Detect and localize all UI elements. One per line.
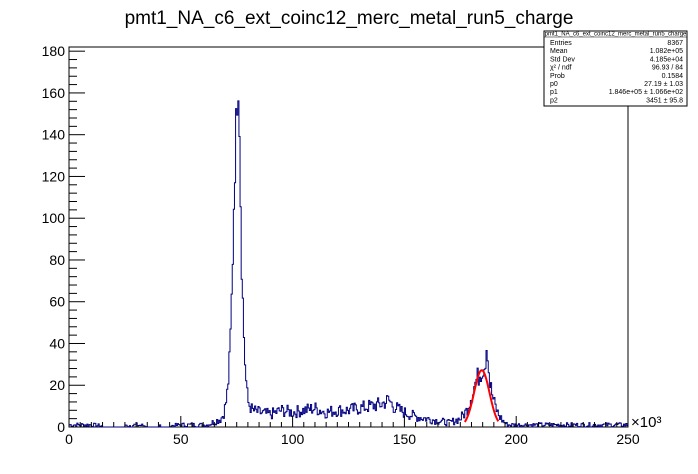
x-tick-label: 100 bbox=[281, 431, 305, 447]
y-tick-label: 160 bbox=[42, 85, 66, 101]
stats-row-value: 3451 ± 95.8 bbox=[646, 97, 683, 104]
y-tick-label: 40 bbox=[49, 335, 65, 351]
stats-row-label: Mean bbox=[550, 48, 568, 55]
stats-box-title: pmt1_NA_c6_ext_coinc12_merc_metal_run5_c… bbox=[545, 32, 687, 38]
stats-row-value: 0.1584 bbox=[662, 73, 684, 80]
axes: 0 50 100 150 200 250 0 20 40 60 80 100 120 140 160 180 bbox=[42, 43, 640, 447]
histogram-series bbox=[68, 100, 629, 428]
stats-row-value: 27.19 ± 1.03 bbox=[644, 81, 683, 88]
gaussian-fit-curve bbox=[463, 369, 500, 423]
stats-row-value: 96.93 / 84 bbox=[652, 65, 683, 72]
x-tick-label: 250 bbox=[616, 431, 640, 447]
y-tick-label: 140 bbox=[42, 127, 66, 143]
y-tick-label: 60 bbox=[49, 294, 65, 310]
y-tick-label: 80 bbox=[49, 252, 65, 268]
x-tick-label: 150 bbox=[393, 431, 417, 447]
stats-box: pmt1_NA_c6_ext_coinc12_merc_metal_run5_c… bbox=[543, 30, 688, 107]
stats-row-label: Entries bbox=[550, 40, 572, 47]
x-tick-label: 200 bbox=[505, 431, 529, 447]
stats-row-label: Prob bbox=[550, 73, 565, 80]
y-tick-label: 100 bbox=[42, 210, 66, 226]
stats-row-label: χ² / ndf bbox=[550, 65, 572, 72]
stats-row-value: 1.082e+05 bbox=[650, 48, 683, 55]
y-tick-label: 0 bbox=[57, 419, 65, 435]
chart-title: pmt1_NA_c6_ext_coinc12_merc_metal_run5_c… bbox=[125, 8, 574, 29]
stats-row-value: 8367 bbox=[667, 40, 683, 47]
stats-row-label: p2 bbox=[550, 97, 558, 104]
x-tick-label: 50 bbox=[173, 431, 189, 447]
y-tick-label: 120 bbox=[42, 168, 66, 184]
stats-row-label: Std Dev bbox=[550, 56, 575, 63]
plot-area bbox=[68, 100, 629, 428]
y-tick-label: 20 bbox=[49, 377, 65, 393]
x-multiplier-label: ×10³ bbox=[631, 414, 661, 431]
x-tick-label: 0 bbox=[65, 431, 73, 447]
y-tick-label: 180 bbox=[42, 43, 66, 59]
stats-row-value: 1.846e+05 ± 1.066e+02 bbox=[609, 89, 683, 96]
stats-row-value: 4.185e+04 bbox=[650, 56, 683, 63]
stats-row-label: p0 bbox=[550, 81, 558, 88]
stats-row-label: p1 bbox=[550, 89, 558, 96]
